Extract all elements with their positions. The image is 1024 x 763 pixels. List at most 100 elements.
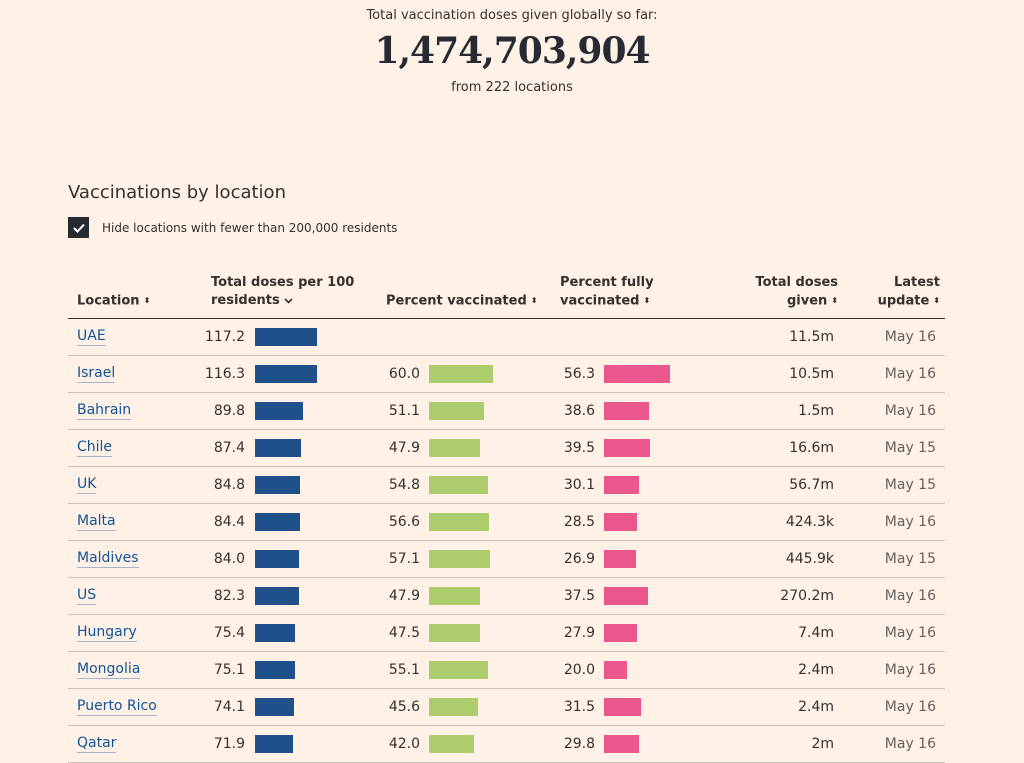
latest-update-value: May 16 [884, 403, 936, 419]
percent-vaccinated-value: 42.0 [388, 736, 420, 752]
percent-fully-vaccinated-value: 56.3 [563, 366, 595, 382]
column-header-label: Percent vaccinated [386, 293, 527, 308]
latest-update-value: May 15 [884, 477, 936, 493]
latest-update-value: May 16 [884, 662, 936, 678]
doses-per-100-bar [255, 661, 295, 679]
column-header-label: given [786, 293, 828, 308]
doses-per-100-bar [255, 698, 295, 716]
location-link[interactable]: Puerto Rico [77, 698, 157, 716]
percent-vaccinated-bar [429, 365, 493, 383]
percent-fully-vaccinated-bar [604, 735, 639, 753]
total-doses-value: 16.6m [789, 440, 834, 456]
percent-vaccinated-bar [429, 439, 481, 457]
percent-vaccinated-value: 47.9 [388, 588, 420, 604]
percent-vaccinated-value: 47.9 [388, 440, 420, 456]
table-row: US 82.3 47.9 37.5 270.2m May 16 [68, 578, 945, 615]
latest-update-value: May 16 [884, 588, 936, 604]
location-link[interactable]: Malta [77, 513, 116, 531]
hide-small-locations-filter[interactable]: Hide locations with fewer than 200,000 r… [68, 217, 397, 238]
latest-update-value: May 16 [884, 366, 936, 382]
percent-fully-vaccinated-value: 26.9 [563, 551, 595, 567]
column-header-latest-update[interactable]: Latest update ⬍ [878, 274, 940, 311]
sort-icon: ⬍ [530, 295, 538, 305]
percent-fully-vaccinated-value: 38.6 [563, 403, 595, 419]
doses-per-100-value: 71.9 [213, 736, 245, 752]
percent-fully-vaccinated-value: 20.0 [563, 662, 595, 678]
total-doses-value: 56.7m [789, 477, 834, 493]
percent-vaccinated-bar [429, 476, 488, 494]
table-header: Location ⬍ Total doses per 100 residents … [68, 266, 945, 319]
location-link[interactable]: Israel [77, 365, 116, 383]
location-link[interactable]: UAE [77, 328, 106, 346]
percent-fully-vaccinated-bar [604, 476, 640, 494]
column-header-percent-vaccinated[interactable]: Percent vaccinated ⬍ [386, 292, 537, 311]
location-link[interactable]: Maldives [77, 550, 139, 568]
latest-update-value: May 15 [884, 440, 936, 456]
column-header-doses-per-100[interactable]: Total doses per 100 residents [211, 274, 354, 310]
total-doses-value: 7.4m [798, 625, 834, 641]
percent-vaccinated-value: 45.6 [388, 699, 420, 715]
summary-label: Total vaccination doses given globally s… [366, 8, 658, 23]
percent-vaccinated-value: 47.5 [388, 625, 420, 641]
percent-vaccinated-bar [429, 402, 484, 420]
percent-vaccinated-value: 51.1 [388, 403, 420, 419]
table-row: Hungary 75.4 47.5 27.9 7.4m May 16 [68, 615, 945, 652]
table-row: Mongolia 75.1 55.1 20.0 2.4m May 16 [68, 652, 945, 689]
table-row: UK 84.8 54.8 30.1 56.7m May 15 [68, 467, 945, 504]
location-link[interactable]: Chile [77, 439, 113, 457]
checkmark-icon [72, 223, 85, 233]
hide-small-locations-checkbox[interactable] [68, 217, 89, 238]
table-body: UAE 117.2 11.5m May 16 Israel 116.3 60.0 56.3 10… [68, 319, 945, 763]
total-doses-value: 10.5m [789, 366, 834, 382]
column-header-label: Total doses per 100 [211, 275, 355, 290]
doses-per-100-value: 87.4 [213, 440, 245, 456]
percent-fully-vaccinated-value: 29.8 [563, 736, 595, 752]
doses-per-100-value: 75.4 [213, 625, 245, 641]
column-header-label: Location [77, 293, 140, 308]
total-doses-value: 2.4m [798, 699, 834, 715]
location-link[interactable]: Qatar [77, 735, 117, 753]
location-link[interactable]: Hungary [77, 624, 137, 642]
latest-update-value: May 16 [884, 514, 936, 530]
total-doses-value: 11.5m [789, 329, 834, 345]
column-header-label: Percent fully [560, 274, 654, 290]
doses-per-100-value: 84.0 [213, 551, 245, 567]
total-doses-value: 424.3k [785, 514, 834, 530]
percent-fully-vaccinated-value: 27.9 [563, 625, 595, 641]
doses-per-100-bar [255, 328, 317, 346]
doses-per-100-bar [255, 513, 300, 531]
sort-icon: ⬍ [933, 295, 940, 305]
total-doses-value: 445.9k [785, 551, 834, 567]
column-header-total-doses[interactable]: Total doses given ⬍ [755, 274, 838, 311]
doses-per-100-value: 89.8 [213, 403, 245, 419]
percent-vaccinated-bar [429, 587, 481, 605]
total-doses-value: 270.2m [780, 588, 834, 604]
locations-count: from 222 locations [451, 80, 573, 95]
percent-fully-vaccinated-bar [604, 550, 636, 568]
latest-update-value: May 16 [884, 736, 936, 752]
percent-fully-vaccinated-bar [604, 661, 628, 679]
total-doses-value: 2.4m [798, 662, 834, 678]
location-link[interactable]: Bahrain [77, 402, 132, 420]
total-doses-value: 1.5m [798, 403, 834, 419]
column-header-percent-fully-vaccinated[interactable]: Percent fully vaccinated ⬍ [560, 274, 654, 311]
doses-per-100-bar [255, 476, 300, 494]
location-link[interactable]: US [77, 587, 97, 605]
percent-vaccinated-bar [429, 661, 488, 679]
column-header-location[interactable]: Location ⬍ [77, 292, 150, 311]
vaccinations-table: Location ⬍ Total doses per 100 residents … [68, 266, 945, 763]
section-title: Vaccinations by location [68, 182, 286, 203]
doses-per-100-bar [255, 624, 295, 642]
percent-fully-vaccinated-value: 39.5 [563, 440, 595, 456]
doses-per-100-bar [255, 735, 293, 753]
table-row: Israel 116.3 60.0 56.3 10.5m May 16 [68, 356, 945, 393]
doses-per-100-value: 84.8 [213, 477, 245, 493]
column-header-label: Latest [893, 274, 940, 290]
percent-vaccinated-value: 60.0 [388, 366, 420, 382]
location-link[interactable]: UK [77, 476, 97, 494]
latest-update-value: May 15 [884, 551, 936, 567]
sort-icon: ⬍ [831, 295, 838, 305]
doses-per-100-bar [255, 365, 317, 383]
location-link[interactable]: Mongolia [77, 661, 141, 679]
percent-fully-vaccinated-bar [604, 587, 648, 605]
